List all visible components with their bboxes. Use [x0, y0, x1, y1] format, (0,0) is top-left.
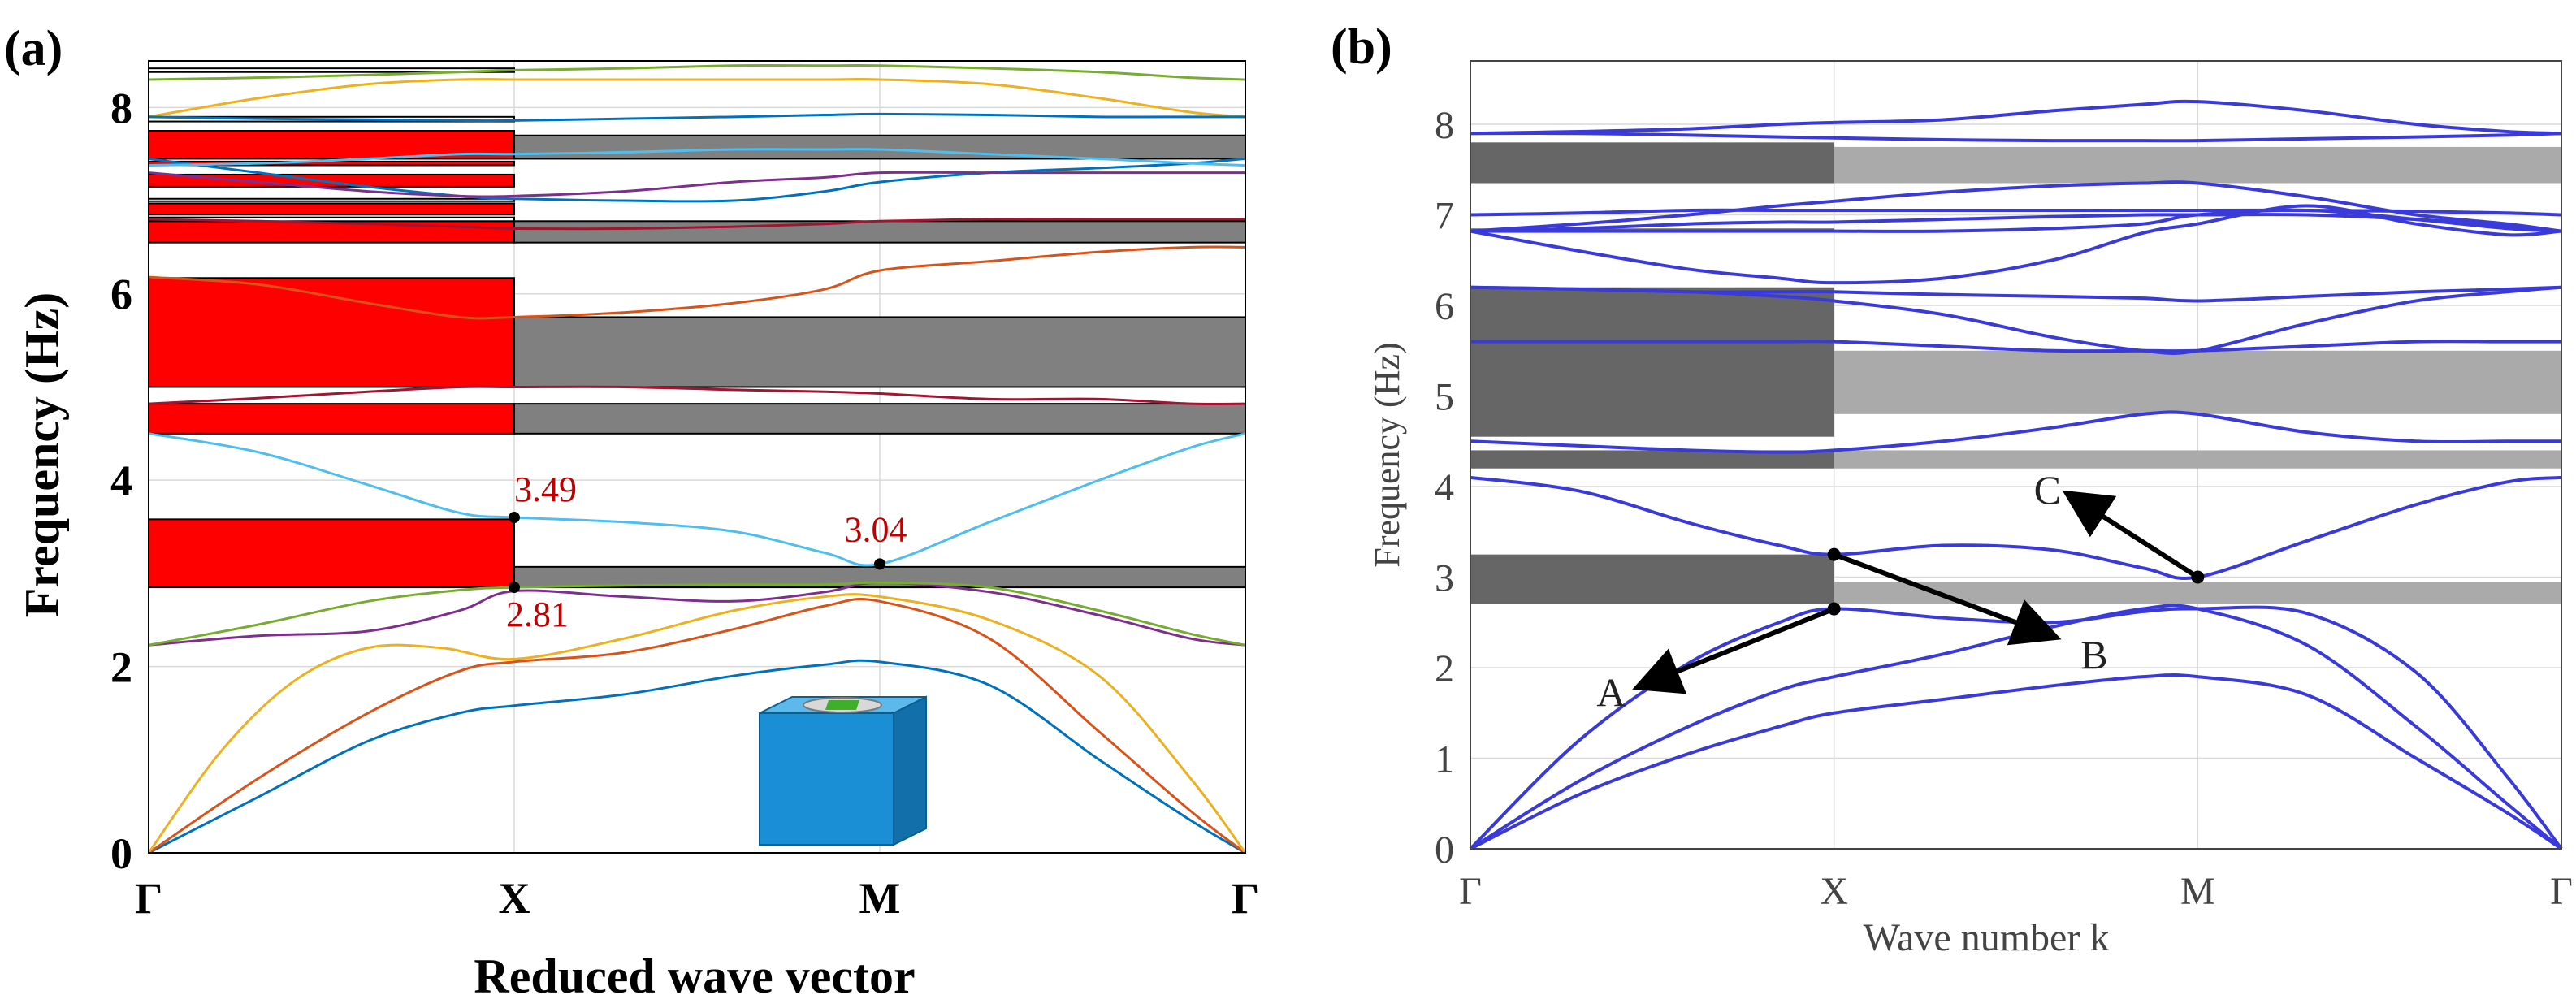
cube-core [825, 700, 859, 710]
y-tick-label: 8 [110, 84, 132, 132]
band-gap-right [513, 134, 1246, 160]
panel-a-tick-labels: 0 2 4 6 8 Γ X M Γ [110, 84, 1259, 923]
x-tick-label: M [859, 874, 901, 923]
annotation-point [509, 582, 520, 594]
cube-side-face [893, 695, 927, 846]
series-band10 [148, 78, 1246, 119]
annotation-label: 3.04 [845, 509, 907, 549]
y-tick-label: 4 [1435, 466, 1454, 509]
unit-cell-cube [759, 695, 927, 846]
series-band1 [148, 659, 1246, 854]
band-gap-left [148, 277, 515, 388]
band-gap-right [513, 403, 1246, 435]
series-band4 [148, 581, 1246, 647]
band-gap-right [1834, 146, 2561, 184]
series-band11 [1470, 208, 2562, 217]
series-band1 [1470, 673, 2563, 850]
x-tick-label: Γ [135, 874, 162, 923]
band-gap-left [1470, 450, 1834, 469]
panel-a-label: (a) [4, 21, 63, 76]
panel-b-dispersion-curves [1469, 99, 2563, 850]
annotation-label: A [1596, 669, 1626, 715]
x-tick-label: X [1820, 870, 1848, 913]
band-gap-right [513, 316, 1246, 388]
band-gap-right [1834, 450, 2561, 469]
series-band13 [148, 148, 1246, 167]
panel-b: (b) 0 1 2 3 4 5 6 7 8 Γ X M Γ A B C Frequency (Hz) Wav… [1331, 19, 2573, 959]
annotation-label: C [2034, 467, 2061, 513]
band-gap-left [1470, 554, 1834, 604]
y-tick-label: 8 [1435, 104, 1454, 147]
series-band6 [1470, 340, 2561, 353]
cube-front-face [759, 712, 894, 846]
y-tick-label: 2 [110, 642, 132, 691]
annotation-label: 3.49 [514, 469, 577, 509]
y-tick-label: 3 [1435, 556, 1454, 599]
y-tick-label: 6 [1435, 285, 1454, 328]
series-band15 [148, 112, 1245, 123]
annotation-point [874, 558, 885, 570]
band-gap-right [513, 220, 1246, 244]
panel-a-plot-frame [148, 60, 1246, 854]
series-band9 [148, 157, 1246, 203]
series-band8 [1470, 285, 2562, 303]
series-band8 [148, 245, 1246, 320]
band-gap-thin [148, 197, 515, 202]
panel-b-label: (b) [1331, 19, 1392, 75]
panel-a-dispersion-curves [147, 63, 1247, 854]
y-tick-label: 2 [1435, 647, 1454, 690]
series-band9 [1470, 204, 2562, 285]
panel-b-x-axis-label: Wave number k [1864, 916, 2110, 959]
panel-b-tick-labels: 0 1 2 3 4 5 6 7 8 Γ X M Γ [1435, 104, 2573, 913]
annotation-arrow [2062, 490, 2199, 580]
series-band12 [1470, 180, 2562, 233]
y-tick-label: 4 [110, 456, 132, 505]
series-band13 [1470, 99, 2562, 136]
band-gap-left [148, 220, 515, 244]
series-band12 [148, 171, 1245, 198]
series-band14 [148, 218, 1245, 231]
y-tick-label: 0 [1435, 828, 1454, 872]
band-gap-left [148, 518, 515, 589]
series-band14 [1470, 132, 2562, 143]
y-tick-label: 7 [1435, 194, 1454, 237]
series-band15 [1470, 208, 2562, 233]
series-band7 [148, 385, 1246, 406]
band-gap-right [1834, 350, 2561, 414]
band-gap-left [148, 403, 515, 435]
annotation-label: 2.81 [506, 595, 569, 634]
panel-a-x-axis-label: Reduced wave vector [474, 950, 915, 1003]
panel-a: (a) 0 2 4 6 8 Γ X M Γ 3.49 2.81 3.04 Frequency (Hz… [4, 21, 1259, 1003]
x-tick-label: Γ [1459, 870, 1482, 913]
y-tick-label: 5 [1435, 375, 1454, 418]
panel-a-y-axis-label: Frequency (Hz) [15, 292, 69, 617]
series-band2 [148, 598, 1246, 854]
series-band5 [1470, 410, 2561, 454]
band-gap-left [1470, 287, 1834, 437]
panel-b-band-gaps [1470, 142, 2561, 604]
series-band11 [148, 63, 1246, 81]
annotation-arrow [1833, 552, 2062, 646]
panel-b-plot-frame [1470, 60, 2562, 850]
panel-b-annotations: A B C [1596, 467, 2205, 715]
y-tick-label: 0 [110, 829, 132, 878]
x-tick-label: Γ [1232, 874, 1259, 923]
series-band5 [148, 581, 1246, 647]
y-tick-label: 1 [1435, 738, 1454, 781]
band-gap-left [1470, 142, 1834, 184]
panel-a-annotations: 3.49 2.81 3.04 [506, 469, 907, 634]
series-band4 [1470, 475, 2562, 581]
annotation-point [509, 512, 520, 524]
series-band3 [147, 593, 1247, 854]
series-band6 [148, 432, 1246, 567]
x-tick-label: M [2180, 870, 2215, 913]
annotation-arrow [1632, 606, 1835, 694]
panel-b-y-axis-label: Frequency (Hz) [1367, 342, 1407, 567]
x-tick-label: Γ [2550, 870, 2573, 913]
y-tick-label: 6 [110, 270, 132, 319]
x-tick-label: X [499, 874, 530, 923]
band-gap-left [148, 202, 515, 216]
annotation-label: B [2080, 632, 2107, 677]
